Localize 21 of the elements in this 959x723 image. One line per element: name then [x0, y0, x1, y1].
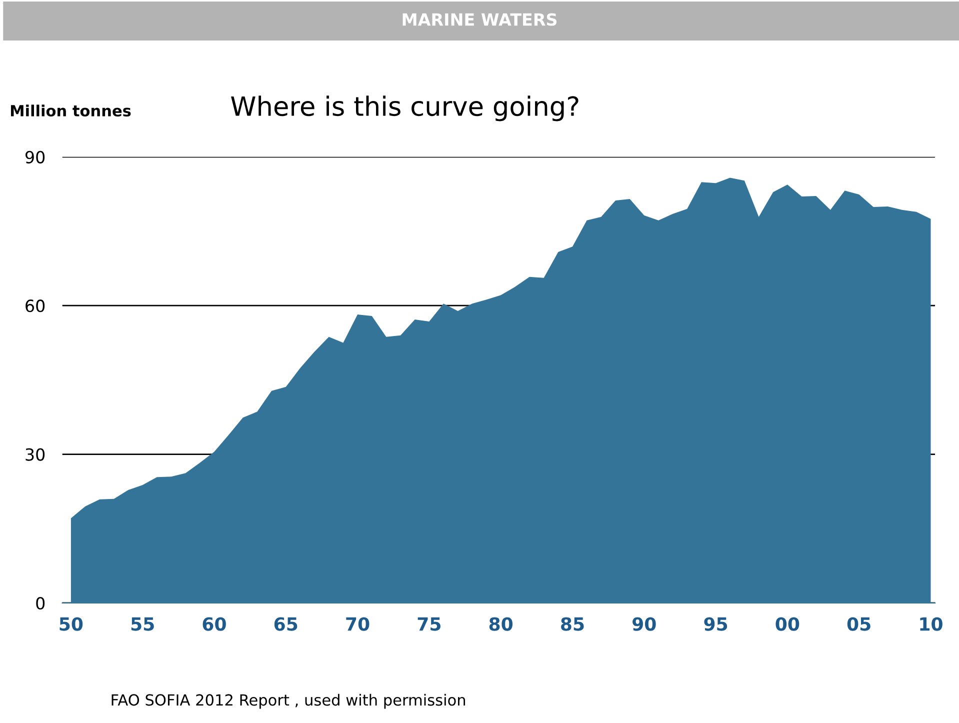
x-tick-label: 60	[202, 617, 226, 631]
y-tick-label: 90	[26, 150, 45, 164]
x-tick-label: 50	[60, 617, 83, 631]
x-tick-label: 70	[346, 617, 370, 631]
x-tick-label: 85	[561, 617, 584, 631]
y-tick-label: 60	[26, 300, 45, 312]
x-tick-label: 10	[920, 617, 942, 631]
x-tick-label: 00	[776, 617, 800, 631]
x-tick-label: 55	[131, 617, 154, 631]
x-tick-label: 05	[847, 617, 870, 631]
text: FAO SOFIA 2012 Report , used with permission	[112, 694, 466, 709]
x-tick-label: 90	[632, 617, 656, 631]
chart-title: MARINE WATERS	[402, 13, 557, 26]
x-tick-label: 75	[418, 617, 440, 631]
x-tick-label: 95	[704, 617, 728, 631]
x-tick-label: 65	[274, 617, 298, 631]
y-tick-label: 0	[36, 596, 45, 610]
y-axis-title: Million tonnes	[10, 104, 131, 116]
text: Where is this curve going?	[231, 96, 578, 122]
x-tick-label: 80	[489, 617, 513, 631]
y-tick-label: 30	[26, 448, 45, 461]
